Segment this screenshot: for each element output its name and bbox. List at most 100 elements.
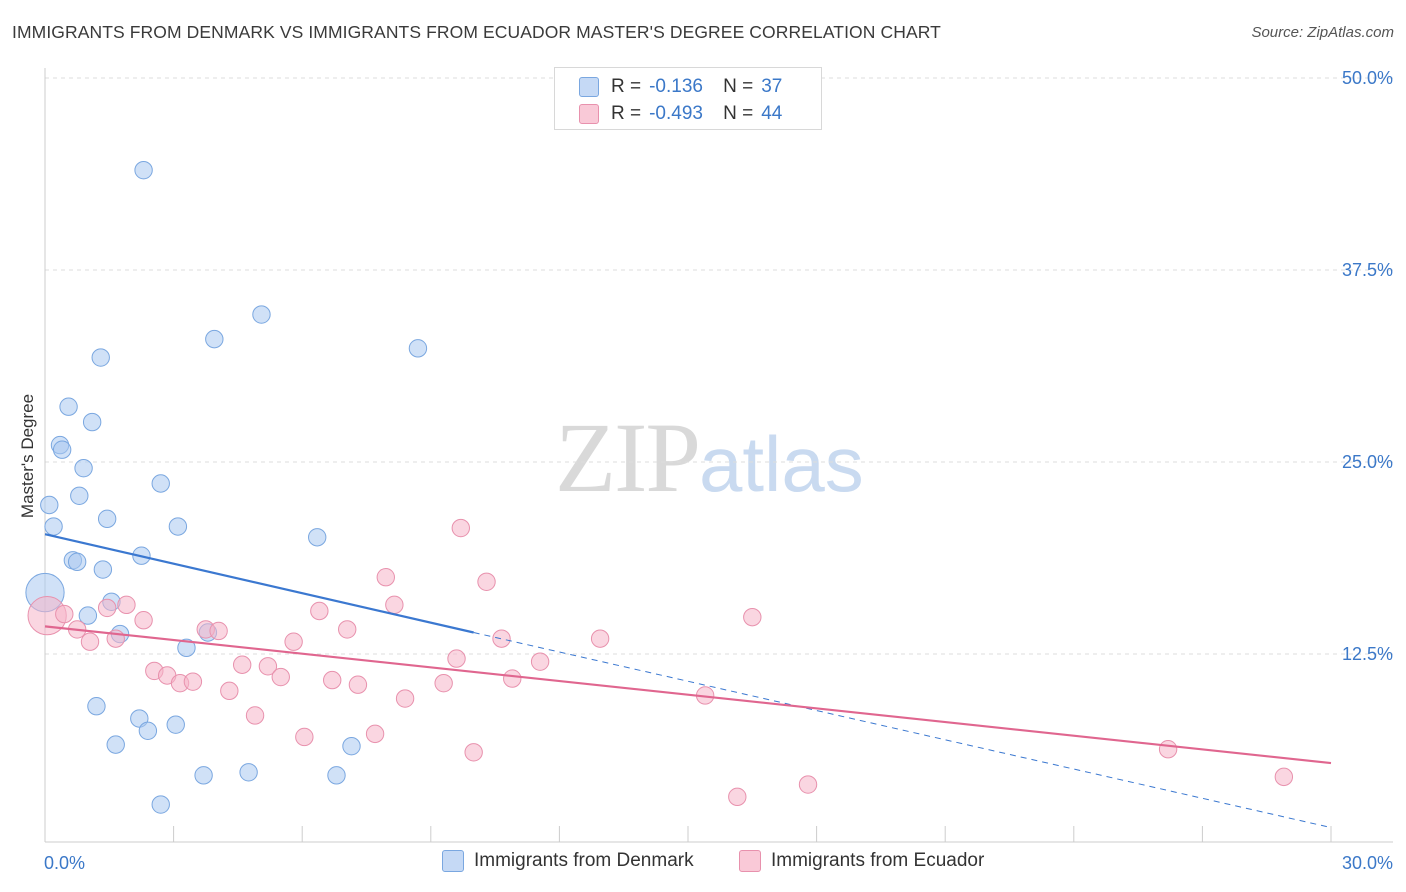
denmark-point — [327, 766, 346, 785]
legend-swatch-ecuador — [579, 104, 599, 124]
series-legend: Immigrants from Denmark Immigrants from … — [0, 850, 1406, 878]
denmark-point — [87, 697, 106, 716]
denmark-point — [168, 517, 188, 536]
denmark-trend-line — [44, 533, 474, 634]
legend-swatch-denmark — [579, 77, 599, 97]
denmark-trend-extension — [473, 632, 1332, 829]
denmark-point — [151, 795, 170, 814]
ecuador-point — [447, 649, 466, 668]
legend-n-label: N = — [723, 103, 754, 124]
denmark-point — [194, 766, 213, 785]
ecuador-point — [434, 673, 453, 693]
legend-label-denmark: Immigrants from Denmark — [474, 850, 694, 871]
denmark-point — [138, 721, 158, 740]
ecuador-point — [492, 629, 511, 648]
denmark-point — [134, 160, 153, 180]
ecuador-point — [232, 655, 252, 674]
denmark-point — [408, 339, 428, 358]
denmark-point — [78, 606, 98, 625]
ecuador-point — [271, 667, 290, 687]
ecuador-point — [117, 595, 136, 615]
denmark-point — [252, 305, 271, 324]
denmark-point — [59, 397, 78, 416]
denmark-point — [151, 474, 170, 493]
denmark-point — [91, 348, 110, 367]
ecuador-point — [310, 601, 329, 621]
ecuador-point — [284, 632, 303, 651]
legend-item-ecuador: Immigrants from Ecuador — [739, 850, 984, 872]
ecuador-point — [376, 568, 395, 587]
legend-r-label: R = — [611, 103, 642, 124]
ecuador-point — [258, 657, 278, 676]
ecuador-point — [209, 621, 228, 641]
denmark-point — [82, 412, 102, 432]
ecuador-point — [55, 604, 74, 624]
y-tick-label: 37.5% — [1342, 260, 1393, 280]
ecuador-point — [743, 607, 762, 627]
legend-label-ecuador: Immigrants from Ecuador — [771, 850, 985, 871]
ecuador-point — [385, 595, 404, 615]
legend-swatch-denmark — [442, 850, 464, 872]
legend-r-value: -0.136 — [649, 76, 703, 97]
y-tick-label: 12.5% — [1342, 644, 1393, 664]
ecuador-point — [97, 598, 117, 618]
legend-row-denmark: R = -0.136 N = 37 — [579, 75, 782, 99]
ecuador-point — [80, 632, 100, 651]
ecuador-trend-line — [44, 625, 1332, 765]
denmark-point — [239, 763, 258, 782]
watermark: ZIPatlas — [555, 400, 864, 515]
legend-n-value: 44 — [761, 103, 783, 124]
ecuador-point — [590, 629, 610, 648]
ecuador-point — [464, 743, 483, 762]
ecuador-point — [451, 518, 471, 538]
y-tick-label: 50.0% — [1342, 68, 1393, 88]
ecuador-point — [1158, 740, 1178, 759]
ecuador-point — [1274, 767, 1294, 787]
ecuador-point — [134, 611, 153, 630]
ecuador-point — [220, 681, 239, 701]
legend-swatch-ecuador — [739, 850, 761, 872]
legend-r-label: R = — [611, 76, 642, 97]
ecuador-point — [295, 727, 314, 747]
chart-title: IMMIGRANTS FROM DENMARK VS IMMIGRANTS FR… — [12, 22, 941, 42]
ecuador-point — [477, 572, 496, 592]
ecuador-point — [338, 620, 357, 639]
denmark-point — [97, 509, 117, 529]
ecuador-point — [245, 706, 265, 725]
denmark-point — [205, 329, 224, 349]
denmark-point — [67, 552, 87, 572]
denmark-point — [166, 715, 185, 734]
denmark-point — [70, 486, 89, 505]
ecuador-point — [183, 672, 203, 691]
denmark-point — [177, 638, 196, 658]
ecuador-point — [365, 724, 385, 744]
ecuador-point — [798, 775, 818, 794]
ecuador-point — [503, 669, 522, 688]
denmark-point — [342, 736, 361, 756]
legend-r-value: -0.493 — [649, 103, 703, 124]
y-axis-label: Master's Degree — [18, 393, 37, 519]
stats-legend: R = -0.136 N = 37 R = -0.493 N = 44 — [554, 67, 822, 130]
y-tick-label: 25.0% — [1342, 452, 1393, 472]
x-tick-label: 0.0% — [44, 853, 85, 873]
ecuador-point — [728, 787, 747, 807]
legend-n-value: 37 — [761, 76, 783, 97]
denmark-point — [74, 458, 93, 478]
denmark-point — [40, 495, 59, 515]
legend-n-label: N = — [723, 76, 754, 97]
x-tick-label: 30.0% — [1342, 853, 1393, 873]
ecuador-point — [395, 689, 415, 708]
watermark-atlas: atlas — [699, 420, 864, 508]
ecuador-point — [530, 652, 550, 671]
denmark-point — [106, 735, 125, 754]
denmark-point — [44, 517, 63, 536]
source-label: Source: ZipAtlas.com — [1251, 24, 1394, 41]
denmark-point — [93, 560, 113, 579]
ecuador-point — [323, 670, 342, 690]
denmark-point — [52, 440, 72, 459]
ecuador-point — [348, 675, 368, 694]
legend-item-denmark: Immigrants from Denmark — [442, 850, 694, 872]
watermark-zip: ZIP — [555, 402, 701, 513]
denmark-point — [308, 528, 327, 547]
